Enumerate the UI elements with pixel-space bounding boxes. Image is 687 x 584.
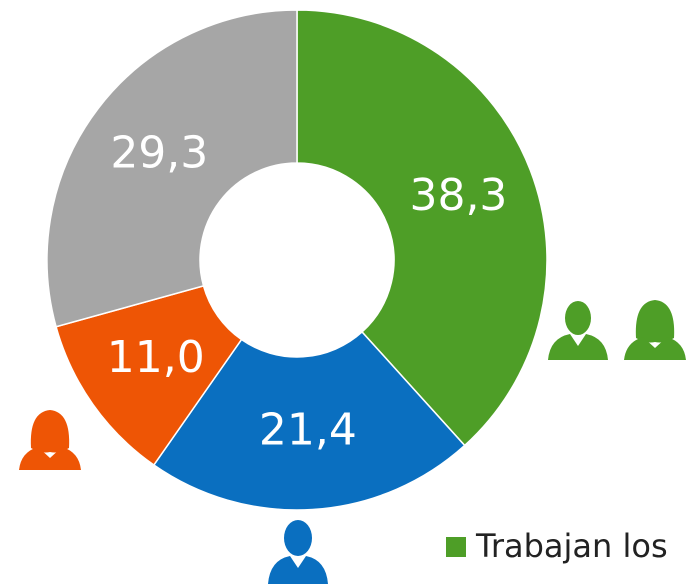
slice [152,330,466,511]
icons [19,300,686,584]
legend-label: Trabajan los [475,527,668,565]
value-label: 38,3 [409,170,507,221]
value-label: 21,4 [259,405,357,456]
icon-man [548,301,608,360]
icon-woman [624,300,686,360]
slice [55,284,243,467]
slice [296,9,548,447]
legend-swatch [446,537,466,557]
icon-man [268,520,328,584]
slice [46,9,298,328]
icon-woman [19,410,81,470]
value-label: 11,0 [107,332,205,383]
value-label: 29,3 [110,127,208,178]
